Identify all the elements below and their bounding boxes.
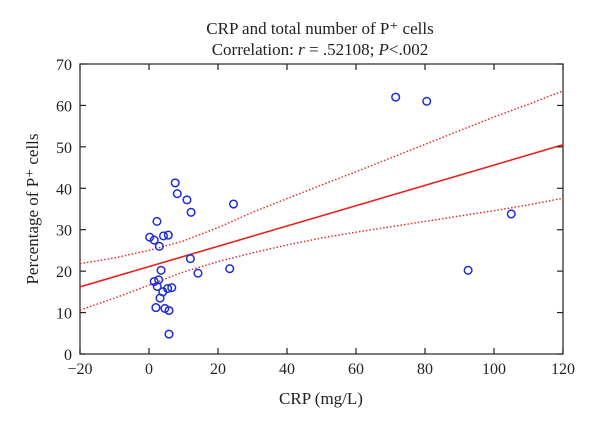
data-point [149,235,159,245]
data-point [422,96,432,106]
y-tick-label: 0 [64,347,72,364]
x-tick-label: 0 [145,361,153,378]
x-tick-label: 60 [348,361,364,378]
regression-line [79,144,564,288]
data-point [154,241,164,251]
x-tick-label: 40 [279,361,295,378]
data-point [145,232,155,242]
subtitle-p-value: <.002 [389,40,428,59]
data-point [164,329,174,339]
subtitle-r: r [298,40,305,59]
x-tick-label: 20 [210,361,226,378]
data-point [152,216,162,226]
y-tick-label: 40 [56,181,72,198]
data-point [391,92,401,102]
chart-title: CRP and total number of P⁺ cells [206,19,433,38]
data-point [167,283,177,293]
data-points [145,92,516,339]
x-tick-label: 100 [482,361,506,378]
data-point [154,275,164,285]
chart-subtitle: Correlation: r = .52108; P<.002 [212,40,429,59]
y-tick-label: 10 [56,306,72,323]
confidence-lower [79,197,564,311]
data-point [506,209,516,219]
data-point [155,293,165,303]
y-tick-label: 30 [56,223,72,240]
data-point [172,189,182,199]
data-point [158,231,169,241]
x-tick-label: 80 [417,361,433,378]
data-point [151,303,161,313]
data-point [163,230,173,240]
data-point [156,265,166,275]
data-point [164,305,174,316]
x-tick-label: −20 [67,361,92,378]
data-point [182,195,192,205]
subtitle-value: = .52108; [305,40,379,59]
data-point [170,178,180,188]
y-tick-label: 70 [56,57,72,74]
x-tick-label: 120 [551,361,575,378]
regression-fit [79,144,564,288]
data-point [185,254,195,264]
y-tick-label: 60 [56,98,72,115]
data-point [186,207,196,217]
plot-frame [79,63,564,355]
data-point [193,268,203,278]
y-tick-label: 20 [56,264,72,281]
data-point [228,199,239,209]
x-axis-label: CRP (mg/L) [279,389,363,408]
y-tick-label: 50 [56,140,72,157]
confidence-upper [79,90,564,265]
subtitle-p: P [378,40,389,59]
confidence-band [79,90,564,311]
subtitle-text: Correlation: [212,40,298,59]
data-point [152,281,162,292]
data-point [463,265,473,275]
y-axis-label: Percentage of P⁺ cells [23,133,42,284]
y-axis: 0 10 20 30 40 50 60 70 [56,57,563,364]
x-axis: −20 0 20 40 60 80 100 120 [67,64,575,378]
data-point [225,264,235,274]
